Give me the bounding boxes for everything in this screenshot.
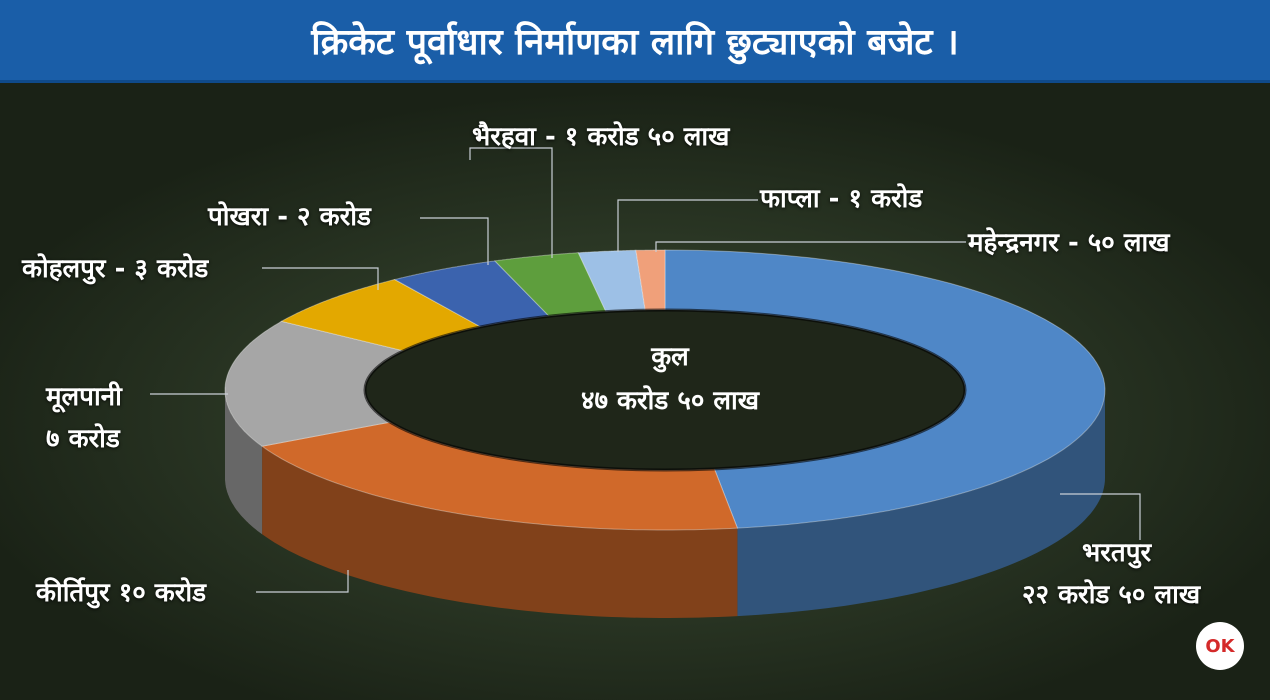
slice-side-0 bbox=[737, 390, 1105, 617]
page-title: क्रिकेट पूर्वाधार निर्माणका लागि छुट्याए… bbox=[311, 21, 959, 63]
onlinekhabar-logo: OK bbox=[1196, 622, 1244, 670]
label-pokhara: पोखरा - २ करोड bbox=[208, 202, 371, 232]
label-phapla: फाप्ला - १ करोड bbox=[760, 184, 923, 214]
slice-side-2 bbox=[225, 390, 263, 535]
leader-line-bharatpur bbox=[1060, 493, 1141, 540]
label-mulpani-name: मूलपानी bbox=[46, 382, 122, 412]
donut-hole bbox=[363, 308, 967, 472]
leader-line-kohalpur bbox=[262, 267, 379, 290]
label-bhairahawa: भैरहवा - १ करोड ५० लाख bbox=[472, 122, 730, 152]
leader-line-pokhara bbox=[420, 217, 489, 265]
leader-line-kirtipur bbox=[256, 570, 349, 593]
total-value: ४७ करोड ५० लाख bbox=[580, 386, 760, 416]
label-kohalpur: कोहलपुर - ३ करोड bbox=[22, 254, 209, 284]
total-title: कुल bbox=[651, 342, 689, 372]
label-mahendranagar: महेन्द्रनगर - ५० लाख bbox=[968, 228, 1170, 258]
total-label: कुल ४७ करोड ५० लाख bbox=[440, 335, 900, 423]
leader-line-mahendranagar bbox=[655, 241, 966, 252]
header-bar: क्रिकेट पूर्वाधार निर्माणका लागि छुट्याए… bbox=[0, 0, 1270, 83]
label-mulpani-value: ७ करोड bbox=[46, 424, 120, 454]
slice-side-1 bbox=[262, 446, 738, 618]
label-bharatpur-value: २२ करोड ५० लाख bbox=[1022, 580, 1201, 610]
leader-line-phapla bbox=[617, 199, 758, 252]
leader-line-bhairahawa bbox=[469, 147, 553, 258]
label-kirtipur: कीर्तिपुर १० करोड bbox=[36, 578, 207, 608]
label-bharatpur-name: भरतपुर bbox=[1082, 538, 1152, 568]
